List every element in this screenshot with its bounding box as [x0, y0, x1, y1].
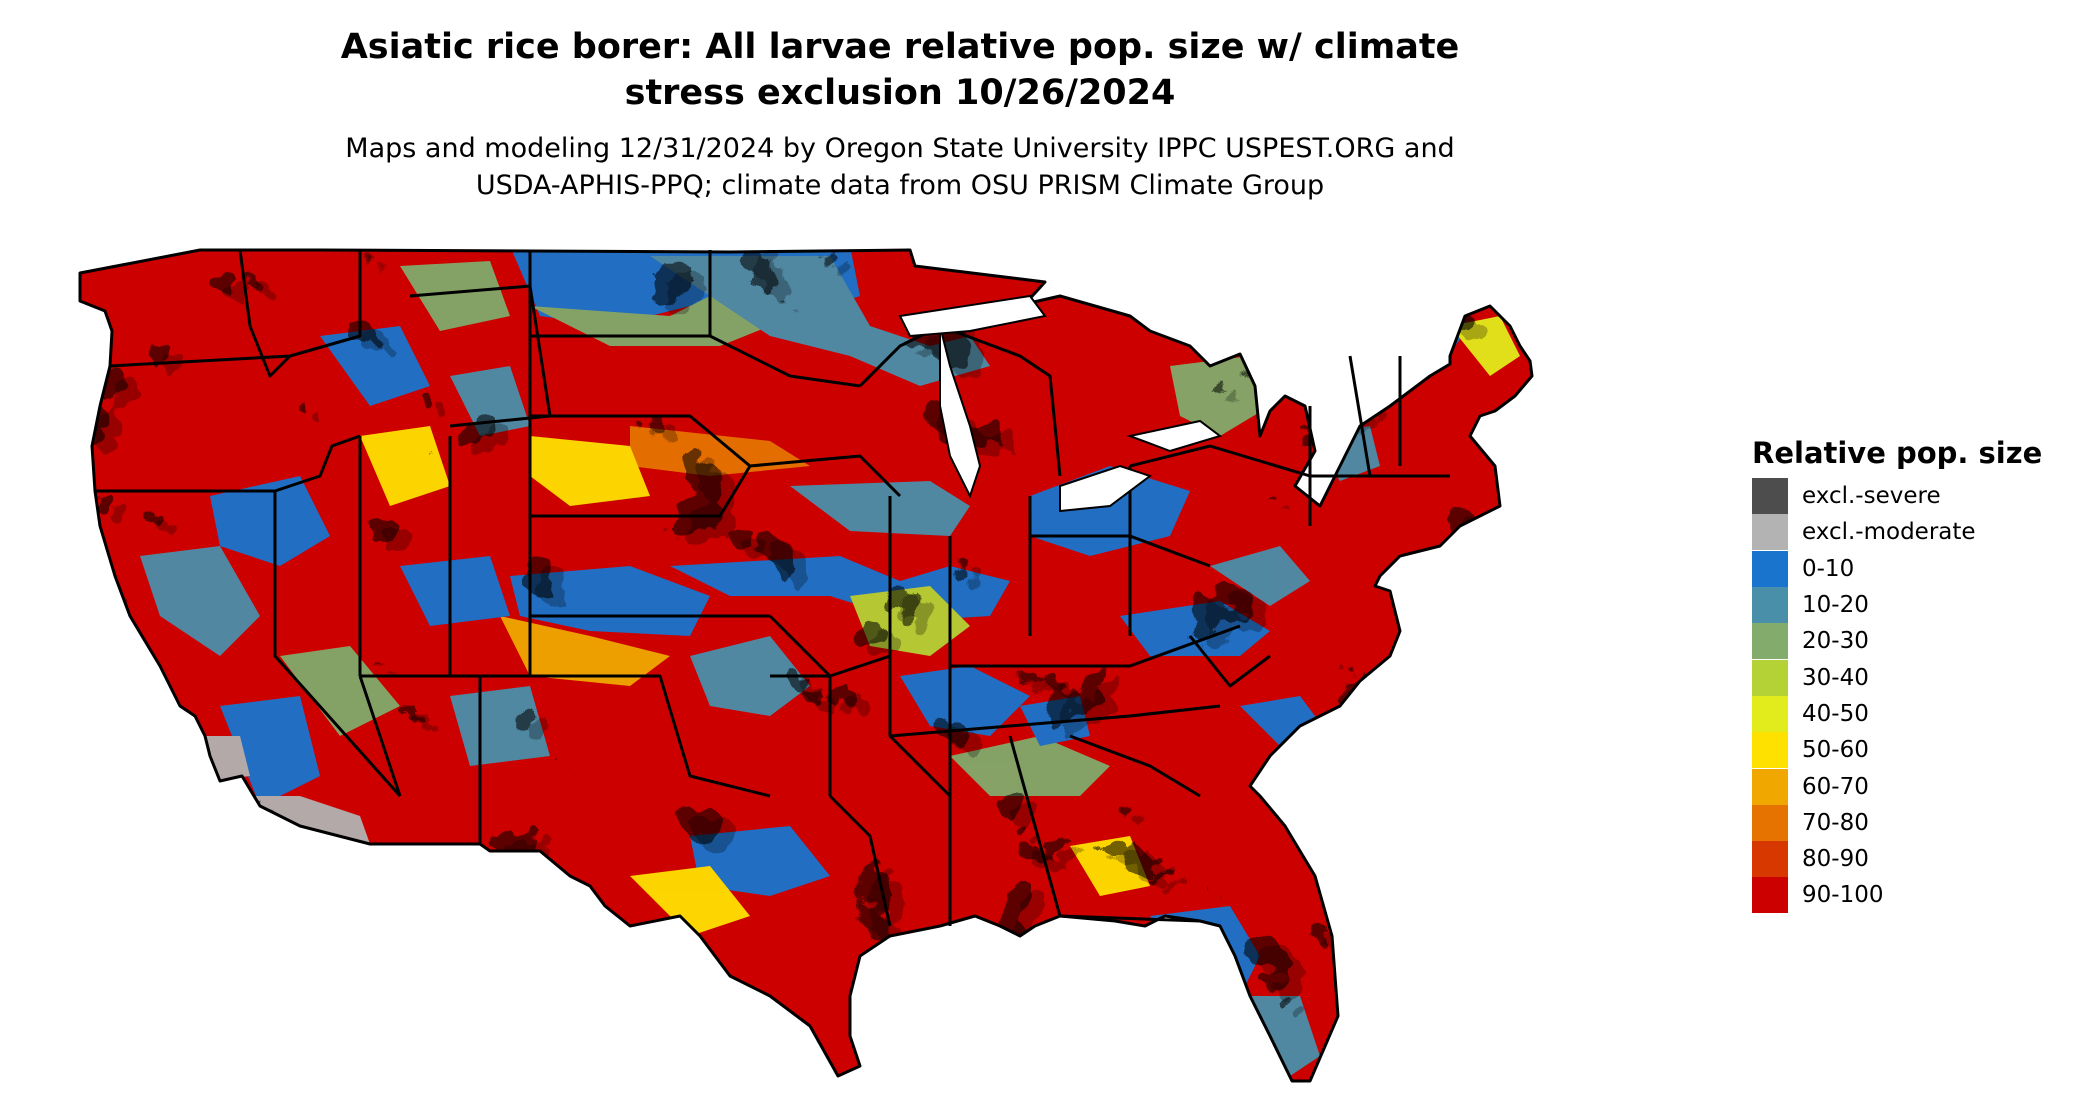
border-la-ms — [828, 794, 892, 927]
legend-item: excl.-moderate — [1752, 514, 2092, 551]
legend-swatch — [1752, 877, 1788, 914]
lake-superior — [898, 294, 1047, 338]
legend-item: 0-10 — [1752, 550, 2092, 587]
legend-swatch — [1752, 478, 1788, 515]
legend-swatch — [1752, 659, 1788, 696]
border-ia — [749, 454, 902, 498]
legend-item: 50-60 — [1752, 732, 2092, 769]
us-map — [78, 248, 1534, 1083]
raster-texture-mid — [83, 250, 1532, 1081]
map-area — [70, 236, 1750, 1116]
border-wa-or — [109, 250, 362, 368]
border-ca-nv — [273, 491, 402, 797]
legend-label: 0-10 — [1802, 555, 1855, 582]
border-wy — [409, 284, 552, 428]
legend-title: Relative pop. size — [1752, 436, 2043, 470]
legend-swatch — [1752, 804, 1788, 841]
legend-item: 10-20 — [1752, 587, 2092, 624]
border-id — [238, 249, 292, 378]
border-ky-tn — [950, 624, 1241, 668]
legend-swatch — [1752, 623, 1788, 660]
great-lakes — [898, 294, 1223, 513]
border-va-nc — [1188, 635, 1271, 688]
legend-label: excl.-moderate — [1802, 519, 1976, 546]
legend-label: 90-100 — [1802, 882, 1884, 909]
map-title: Asiatic rice borer: All larvae relative … — [340, 27, 1460, 113]
border-or-ca — [95, 434, 361, 493]
legend-swatch — [1752, 550, 1788, 587]
border-ok-tx — [530, 674, 771, 798]
legend-label: 70-80 — [1802, 809, 1869, 836]
legend-label: 20-30 — [1802, 628, 1869, 655]
legend-label: excl.-severe — [1802, 483, 1941, 510]
legend-label: 10-20 — [1802, 592, 1869, 619]
border-tn-s — [889, 704, 1221, 738]
border-ny-s — [1129, 444, 1311, 478]
map-subtitle: Maps and modeling 12/31/2024 by Oregon S… — [345, 133, 1455, 201]
legend-swatch — [1752, 732, 1788, 769]
legend-swatch — [1752, 514, 1788, 551]
legend-item: 80-90 — [1752, 841, 2092, 878]
legend-label: 60-70 — [1802, 773, 1869, 800]
border-az-w — [358, 675, 402, 797]
border-sd-ne — [530, 414, 751, 468]
legend-swatch — [1752, 587, 1788, 624]
legend-label: 40-50 — [1802, 700, 1869, 727]
legend-item: 70-80 — [1752, 804, 2092, 841]
legend: Relative pop. size excl.-severe excl.-mod… — [1752, 434, 2092, 914]
state-borders — [78, 248, 1534, 1083]
legend-swatch — [1752, 768, 1788, 805]
legend-item: 30-40 — [1752, 659, 2092, 696]
legend-label: 30-40 — [1802, 664, 1869, 691]
border-mn — [709, 334, 861, 388]
lake-ontario — [1126, 419, 1223, 453]
border-vt-nh — [1348, 355, 1372, 477]
legend-swatch — [1752, 841, 1788, 878]
legend-label: 50-60 — [1802, 737, 1869, 764]
legend-item: 20-30 — [1752, 623, 2092, 660]
border-ar — [770, 674, 832, 796]
border-ne-ks — [530, 465, 752, 518]
legend-items: excl.-severe excl.-moderate 0-10 10-20 20-30… — [1752, 478, 2092, 914]
lake-erie — [1059, 464, 1153, 513]
title-block: Asiatic rice borer: All larvae relative … — [0, 24, 1800, 204]
legend-swatch — [1752, 695, 1788, 732]
legend-item: 60-70 — [1752, 768, 2092, 805]
legend-item: 90-100 — [1752, 877, 2092, 914]
legend-label: 80-90 — [1802, 846, 1869, 873]
legend-item: 40-50 — [1752, 695, 2092, 732]
border-al-ga — [1008, 735, 1062, 917]
border-ga-sc — [1069, 734, 1201, 798]
legend-item: excl.-severe — [1752, 478, 2092, 515]
lake-michigan — [939, 325, 982, 499]
border-mi — [939, 324, 1062, 477]
border-fl — [1059, 914, 1201, 923]
